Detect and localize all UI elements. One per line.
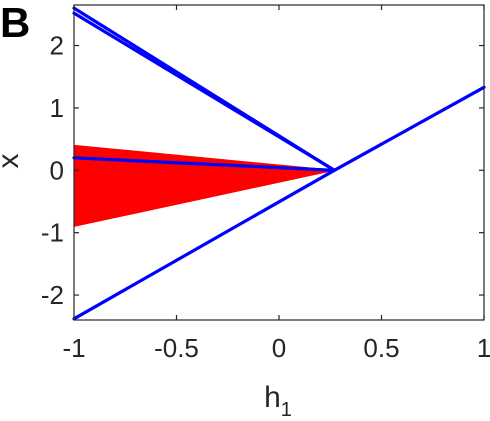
x-tick-label: 1 xyxy=(477,333,490,363)
y-tick-label: 0 xyxy=(50,155,64,185)
shaded-region xyxy=(73,144,335,228)
x-tick-label: 0.5 xyxy=(363,333,399,363)
y-tick-label: 2 xyxy=(50,31,64,61)
x-tick-label: -1 xyxy=(62,333,85,363)
y-tick-label: 1 xyxy=(50,93,64,123)
x-axis-label: h1 xyxy=(264,381,292,421)
series-line-3 xyxy=(72,156,336,172)
y-axis-label: x xyxy=(0,154,25,169)
panel-label: B xyxy=(0,0,30,46)
y-axis: -2 -1 0 1 2 xyxy=(41,31,484,310)
series-line-2 xyxy=(72,11,336,172)
series-line-4 xyxy=(72,85,486,321)
x-tick-label: 0 xyxy=(272,333,286,363)
x-axis-label-main: h xyxy=(264,381,281,414)
x-axis: -1 -0.5 0 0.5 1 xyxy=(62,5,490,363)
x-axis-label-subscript: 1 xyxy=(281,399,292,421)
y-tick-label: -1 xyxy=(41,218,64,248)
y-tick-label: -2 xyxy=(41,280,64,310)
plot-area xyxy=(72,4,486,321)
x-tick-label: -0.5 xyxy=(154,333,199,363)
